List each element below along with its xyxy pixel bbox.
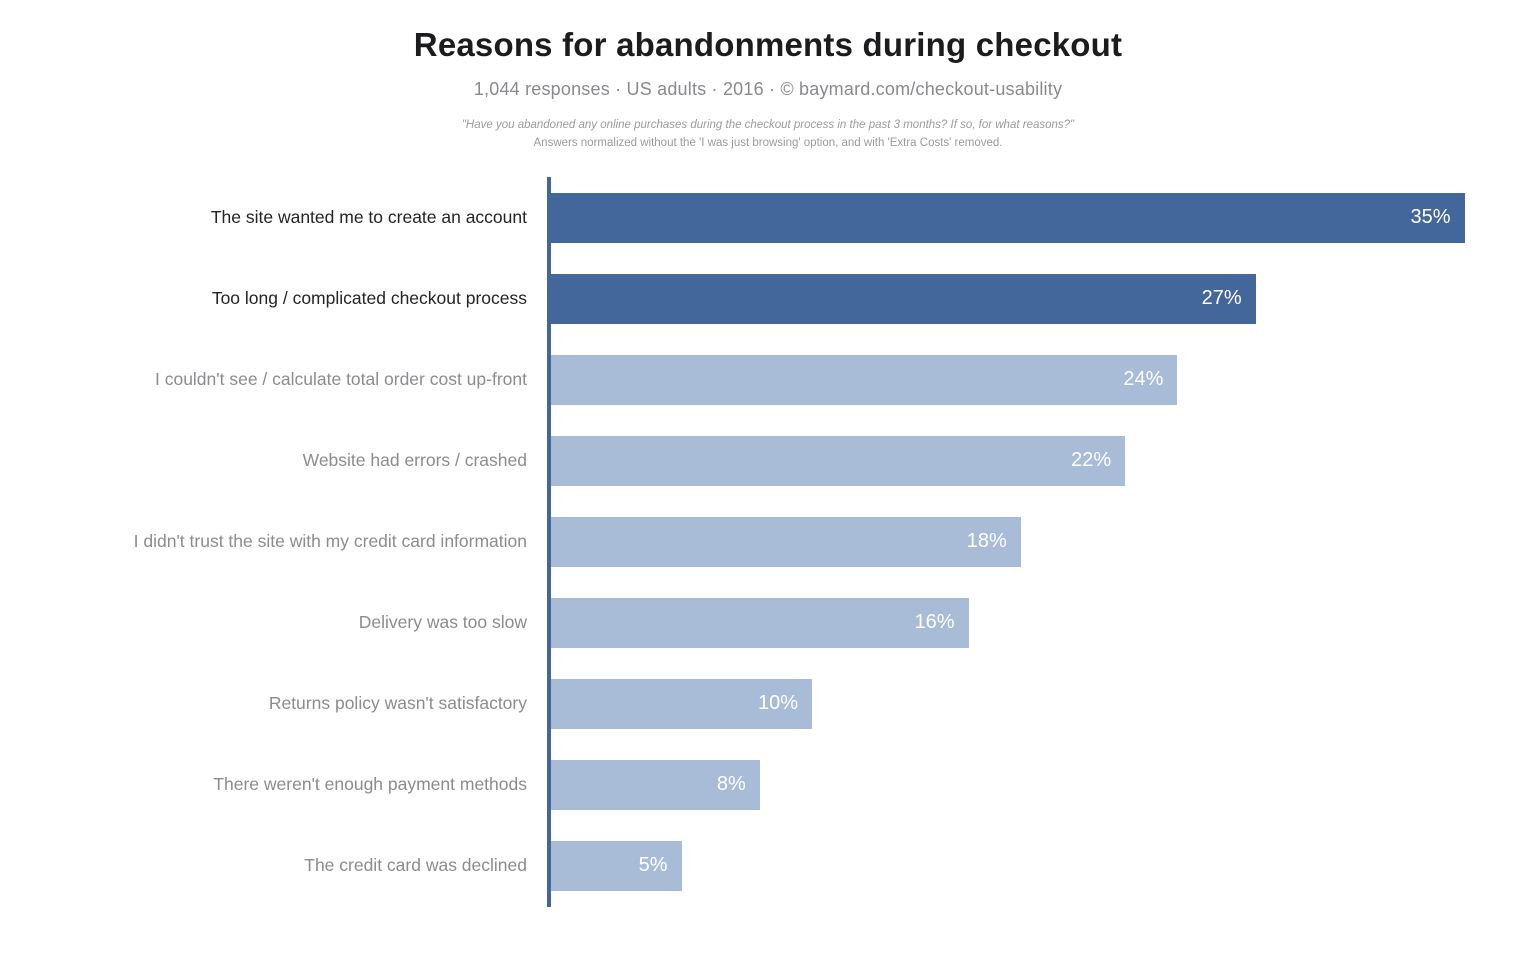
bar-value: 24% (1123, 368, 1164, 391)
bar-value: 8% (716, 773, 746, 796)
bar-label: I couldn't see / calculate total order c… (154, 369, 527, 390)
bar-track: 18% (551, 516, 1536, 567)
survey-question-note: "Have you abandoned any online purchases… (461, 119, 1075, 131)
bar-label: The credit card was declined (304, 855, 527, 876)
bar-label: Too long / complicated checkout process (211, 288, 527, 309)
chart-row: The site wanted me to create an account 3… (0, 192, 1536, 243)
bar-chart: The site wanted me to create an account 3… (0, 176, 1536, 907)
chart-title: Reasons for abandonments during checkout (413, 26, 1123, 63)
bar-value: 22% (1071, 449, 1112, 472)
chart-row: I couldn't see / calculate total order c… (0, 354, 1536, 405)
bar-track: 10% (551, 678, 1536, 729)
bar-label: I didn't trust the site with my credit c… (133, 531, 527, 552)
bar-track: 16% (551, 597, 1536, 648)
bar-track: 22% (551, 435, 1536, 486)
chart-rows: The site wanted me to create an account 3… (0, 192, 1536, 891)
bar-value: 18% (966, 530, 1007, 553)
bar-label: Returns policy wasn't satisfactory (268, 693, 527, 714)
y-axis-line (547, 176, 551, 907)
bar: 18% (551, 516, 1021, 567)
chart-row: The credit card was declined 5% (0, 840, 1536, 891)
chart-row: Returns policy wasn't satisfactory 10% (0, 678, 1536, 729)
bar-value: 35% (1410, 206, 1451, 229)
bar-label: Delivery was too slow (358, 612, 527, 633)
chart-subtitle: 1,044 responses · US adults · 2016 · © b… (473, 79, 1063, 99)
chart-row: I didn't trust the site with my credit c… (0, 516, 1536, 567)
bar: 35% (551, 192, 1465, 243)
chart-row: Delivery was too slow 16% (0, 597, 1536, 648)
bar: 22% (551, 435, 1126, 486)
bar: 24% (551, 354, 1178, 405)
bar: 5% (551, 840, 682, 891)
bar-label: There weren't enough payment methods (213, 774, 527, 795)
bar-value: 27% (1201, 287, 1242, 310)
bar-track: 27% (551, 273, 1536, 324)
chart-row: Too long / complicated checkout process 2… (0, 273, 1536, 324)
chart-row: There weren't enough payment methods 8% (0, 759, 1536, 810)
bar-value: 16% (914, 611, 955, 634)
bar: 16% (551, 597, 969, 648)
bar: 8% (551, 759, 760, 810)
bar-track: 35% (551, 192, 1536, 243)
bar-track: 8% (551, 759, 1536, 810)
chart-row: Website had errors / crashed 22% (0, 435, 1536, 486)
chart-header: Reasons for abandonments during checkout… (0, 0, 1536, 153)
normalization-note: Answers normalized without the 'I was ju… (533, 137, 1003, 150)
bar-track: 5% (551, 840, 1536, 891)
bar: 10% (551, 678, 812, 729)
bar-value: 5% (638, 854, 668, 877)
bar-label: Website had errors / crashed (302, 450, 527, 471)
bar-value: 10% (757, 692, 798, 715)
bar-label: The site wanted me to create an account (210, 207, 527, 228)
bar: 27% (551, 273, 1256, 324)
bar-track: 24% (551, 354, 1536, 405)
chart-notes: "Have you abandoned any online purchases… (0, 116, 1536, 153)
